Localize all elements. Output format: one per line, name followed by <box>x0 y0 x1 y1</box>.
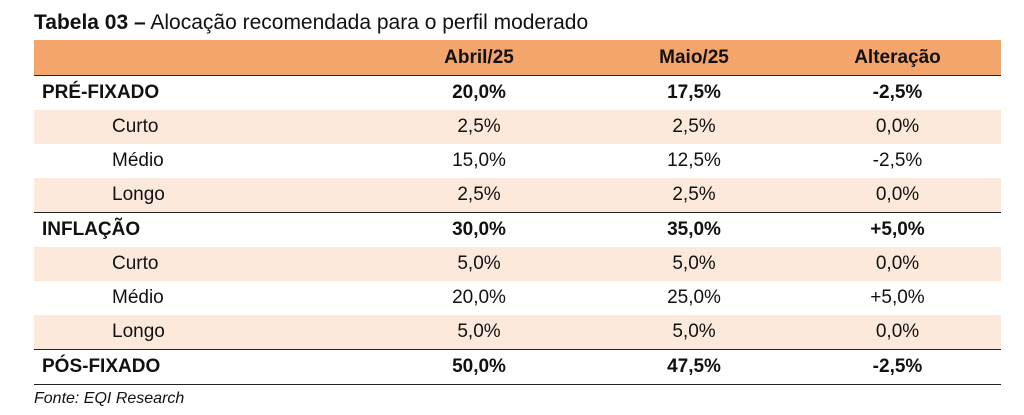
header-category <box>34 40 364 76</box>
cell-maio: 35,0% <box>594 212 794 247</box>
header-maio: Maio/25 <box>659 46 729 68</box>
cell-alteracao: +5,0% <box>870 287 925 308</box>
table-row: Curto 5,0% 5,0% 0,0% <box>34 247 1001 281</box>
cell-alteracao: 0,0% <box>875 321 920 342</box>
cell-maio: 47,5% <box>594 349 794 385</box>
cell-alteracao: -2,5% <box>872 150 923 171</box>
cell-maio: 5,0% <box>672 253 716 274</box>
cell-abril: 20,0% <box>364 75 594 110</box>
table-caption: Alocação recomendada para o perfil moder… <box>145 11 589 34</box>
row-label: Longo <box>112 321 165 342</box>
row-label: Curto <box>112 253 159 274</box>
cell-maio: 25,0% <box>667 287 721 308</box>
cell-alteracao: 0,0% <box>875 116 920 137</box>
row-label: PRÉ-FIXADO <box>34 75 364 110</box>
cell-abril: 5,0% <box>457 253 501 274</box>
source-note: Fonte: EQI Research <box>34 390 185 407</box>
cell-alteracao: -2,5% <box>794 75 1001 110</box>
row-label: Curto <box>112 116 159 137</box>
cell-maio: 17,5% <box>594 75 794 110</box>
cell-maio: 2,5% <box>672 116 716 137</box>
cell-maio: 5,0% <box>672 321 716 342</box>
table-header-row: Abril/25 Maio/25 Alteração <box>34 40 1001 76</box>
cell-abril: 2,5% <box>457 116 501 137</box>
row-label: INFLAÇÃO <box>34 212 364 247</box>
table-row: Longo 5,0% 5,0% 0,0% <box>34 315 1001 350</box>
table-row: PÓS-FIXADO 50,0% 47,5% -2,5% <box>34 349 1001 385</box>
row-label: Médio <box>112 150 164 171</box>
row-label: PÓS-FIXADO <box>34 349 364 385</box>
header-alteracao: Alteração <box>854 46 941 68</box>
table-row: PRÉ-FIXADO 20,0% 17,5% -2,5% <box>34 75 1001 110</box>
cell-alteracao: 0,0% <box>875 253 920 274</box>
cell-maio: 12,5% <box>667 150 721 171</box>
cell-abril: 20,0% <box>452 287 506 308</box>
cell-abril: 5,0% <box>457 321 501 342</box>
header-abril: Abril/25 <box>444 46 514 68</box>
table-row: Longo 2,5% 2,5% 0,0% <box>34 178 1001 213</box>
cell-abril: 2,5% <box>457 184 501 205</box>
allocation-table: Abril/25 Maio/25 Alteração PRÉ-FIXADO 20… <box>34 40 1001 385</box>
table-row: INFLAÇÃO 30,0% 35,0% +5,0% <box>34 212 1001 247</box>
cell-alteracao: 0,0% <box>875 184 920 205</box>
table-number: Tabela 03 – <box>34 11 146 34</box>
row-label: Médio <box>112 287 164 308</box>
cell-abril: 30,0% <box>364 212 594 247</box>
table-row: Médio 15,0% 12,5% -2,5% <box>34 144 1001 178</box>
table-title: Tabela 03 – Alocação recomendada para o … <box>34 10 588 36</box>
row-label: Longo <box>112 184 165 205</box>
cell-maio: 2,5% <box>672 184 716 205</box>
cell-abril: 50,0% <box>364 349 594 385</box>
table-row: Médio 20,0% 25,0% +5,0% <box>34 281 1001 315</box>
cell-abril: 15,0% <box>452 150 506 171</box>
table-row: Curto 2,5% 2,5% 0,0% <box>34 110 1001 144</box>
cell-alteracao: +5,0% <box>794 212 1001 247</box>
cell-alteracao: -2,5% <box>794 349 1001 385</box>
